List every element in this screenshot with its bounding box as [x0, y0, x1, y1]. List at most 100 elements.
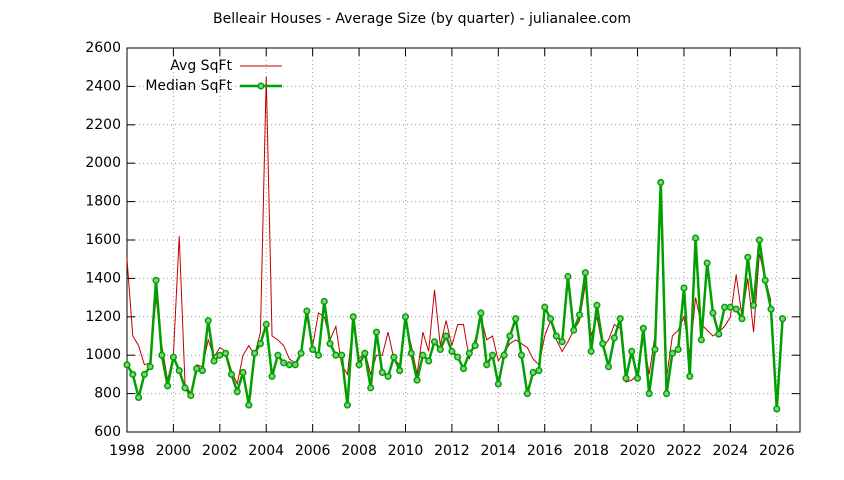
data-point: [564, 272, 572, 281]
data-point: [401, 313, 410, 321]
x-tick-label: 2008: [341, 443, 377, 459]
data-point: [251, 349, 259, 357]
data-point: [703, 259, 711, 267]
data-point: [222, 349, 230, 357]
data-point: [454, 353, 462, 361]
data-point: [193, 365, 201, 373]
data-point: [245, 401, 253, 409]
data-point: [529, 368, 537, 377]
data-point: [355, 361, 363, 369]
data-point: [546, 315, 555, 323]
data-point: [639, 324, 647, 332]
data-point: [152, 276, 160, 284]
data-point: [750, 301, 758, 309]
data-point: [465, 349, 473, 357]
legend-label: Avg SqFt: [170, 58, 232, 74]
data-point: [280, 359, 288, 367]
data-point: [523, 390, 531, 398]
plot-frame: [126, 47, 801, 433]
data-point: [459, 365, 468, 373]
data-point: [204, 317, 212, 325]
data-point: [628, 347, 636, 355]
data-point: [413, 376, 421, 384]
legend-swatch-marker: [257, 82, 265, 90]
data-point: [668, 349, 676, 357]
data-point: [227, 370, 235, 378]
x-tick-label: 2026: [759, 443, 795, 459]
data-point: [239, 368, 247, 377]
data-point: [517, 351, 526, 359]
data-point: [442, 332, 450, 340]
data-point: [616, 315, 624, 323]
data-point: [210, 357, 218, 365]
data-point: [233, 388, 241, 396]
data-point: [303, 307, 311, 315]
x-tick-label: 2012: [434, 443, 470, 459]
data-point: [715, 330, 723, 338]
data-point: [610, 334, 618, 342]
data-point: [709, 309, 717, 317]
data-point: [291, 361, 299, 369]
data-point: [285, 361, 293, 369]
data-point: [558, 338, 566, 346]
data-point: [581, 269, 589, 277]
data-point: [390, 353, 398, 361]
y-tick-label: 2400: [85, 78, 121, 94]
data-point: [256, 340, 264, 348]
data-point: [767, 305, 775, 313]
data-point: [158, 351, 166, 359]
data-point: [500, 351, 508, 359]
y-tick-label: 1400: [85, 270, 121, 286]
data-point: [732, 305, 740, 313]
data-point: [349, 313, 357, 321]
data-point: [674, 345, 682, 353]
y-tick-label: 1600: [85, 232, 121, 248]
x-tick-label: 2018: [573, 443, 609, 459]
x-tick-label: 2022: [666, 443, 702, 459]
data-point: [198, 367, 206, 375]
data-point: [425, 357, 433, 365]
x-tick-label: 2004: [248, 443, 284, 459]
data-point: [367, 384, 375, 392]
data-point: [164, 382, 172, 390]
data-point: [506, 332, 514, 340]
data-point: [175, 367, 183, 375]
y-tick-label: 1000: [85, 347, 121, 363]
data-point: [657, 178, 665, 186]
x-tick-label: 1998: [109, 443, 145, 459]
data-point: [552, 332, 560, 340]
data-point: [773, 405, 781, 413]
data-point: [274, 351, 282, 359]
data-point: [680, 284, 688, 292]
data-point: [541, 303, 549, 311]
data-point: [343, 401, 352, 409]
x-tick-label: 2014: [480, 443, 516, 459]
data-point: [262, 320, 270, 329]
y-tick-label: 2000: [85, 155, 121, 171]
x-tick-label: 2020: [620, 443, 656, 459]
data-point: [332, 351, 340, 359]
y-tick-label: 600: [94, 424, 121, 440]
data-point: [326, 340, 334, 348]
legend-label: Median SqFt: [145, 78, 232, 94]
data-point: [593, 301, 601, 309]
data-point: [361, 349, 369, 357]
data-point: [123, 361, 131, 369]
x-tick-label: 2000: [156, 443, 192, 459]
data-point: [755, 236, 763, 244]
data-point: [494, 380, 502, 388]
data-point: [726, 303, 734, 311]
data-point: [169, 353, 177, 361]
data-point: [744, 253, 752, 261]
data-point: [471, 342, 479, 350]
data-point: [721, 303, 729, 311]
data-point: [477, 309, 485, 317]
data-point: [535, 367, 543, 375]
data-point: [651, 345, 659, 353]
data-point: [407, 349, 415, 357]
data-point: [587, 347, 595, 355]
data-point: [396, 367, 404, 375]
y-tick-label: 1200: [85, 309, 121, 325]
data-point: [575, 311, 584, 319]
